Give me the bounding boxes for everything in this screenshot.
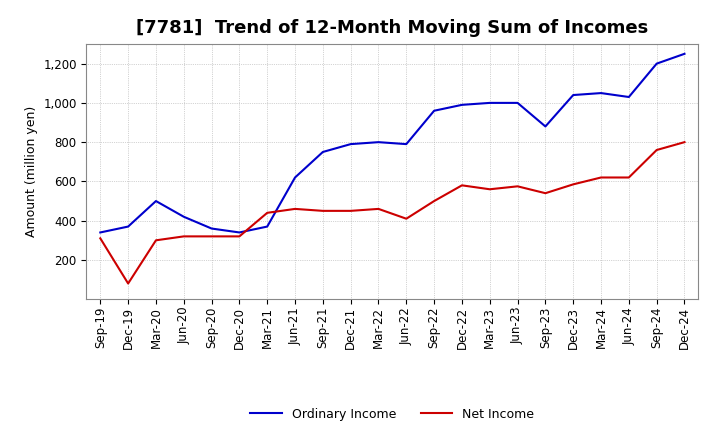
- Ordinary Income: [624, 94, 633, 99]
- Net Income: [207, 234, 216, 239]
- Ordinary Income: [152, 198, 161, 204]
- Net Income: [680, 139, 689, 145]
- Net Income: [179, 234, 188, 239]
- Net Income: [541, 191, 550, 196]
- Net Income: [291, 206, 300, 212]
- Ordinary Income: [569, 92, 577, 98]
- Ordinary Income: [430, 108, 438, 114]
- Ordinary Income: [374, 139, 383, 145]
- Ordinary Income: [263, 224, 271, 229]
- Net Income: [652, 147, 661, 153]
- Ordinary Income: [124, 224, 132, 229]
- Net Income: [152, 238, 161, 243]
- Net Income: [346, 208, 355, 213]
- Net Income: [597, 175, 606, 180]
- Line: Net Income: Net Income: [100, 142, 685, 283]
- Ordinary Income: [541, 124, 550, 129]
- Net Income: [96, 236, 104, 241]
- Line: Ordinary Income: Ordinary Income: [100, 54, 685, 232]
- Ordinary Income: [597, 91, 606, 96]
- Net Income: [263, 210, 271, 216]
- Ordinary Income: [291, 175, 300, 180]
- Ordinary Income: [96, 230, 104, 235]
- Title: [7781]  Trend of 12-Month Moving Sum of Incomes: [7781] Trend of 12-Month Moving Sum of I…: [136, 19, 649, 37]
- Net Income: [402, 216, 410, 221]
- Net Income: [485, 187, 494, 192]
- Net Income: [235, 234, 243, 239]
- Net Income: [513, 183, 522, 189]
- Legend: Ordinary Income, Net Income: Ordinary Income, Net Income: [246, 403, 539, 425]
- Ordinary Income: [235, 230, 243, 235]
- Ordinary Income: [680, 51, 689, 56]
- Y-axis label: Amount (million yen): Amount (million yen): [24, 106, 37, 237]
- Ordinary Income: [207, 226, 216, 231]
- Ordinary Income: [513, 100, 522, 106]
- Net Income: [124, 281, 132, 286]
- Ordinary Income: [458, 102, 467, 107]
- Net Income: [624, 175, 633, 180]
- Ordinary Income: [346, 142, 355, 147]
- Net Income: [569, 182, 577, 187]
- Net Income: [430, 198, 438, 204]
- Ordinary Income: [485, 100, 494, 106]
- Net Income: [318, 208, 327, 213]
- Ordinary Income: [179, 214, 188, 220]
- Ordinary Income: [318, 149, 327, 154]
- Net Income: [458, 183, 467, 188]
- Ordinary Income: [652, 61, 661, 66]
- Ordinary Income: [402, 142, 410, 147]
- Net Income: [374, 206, 383, 212]
